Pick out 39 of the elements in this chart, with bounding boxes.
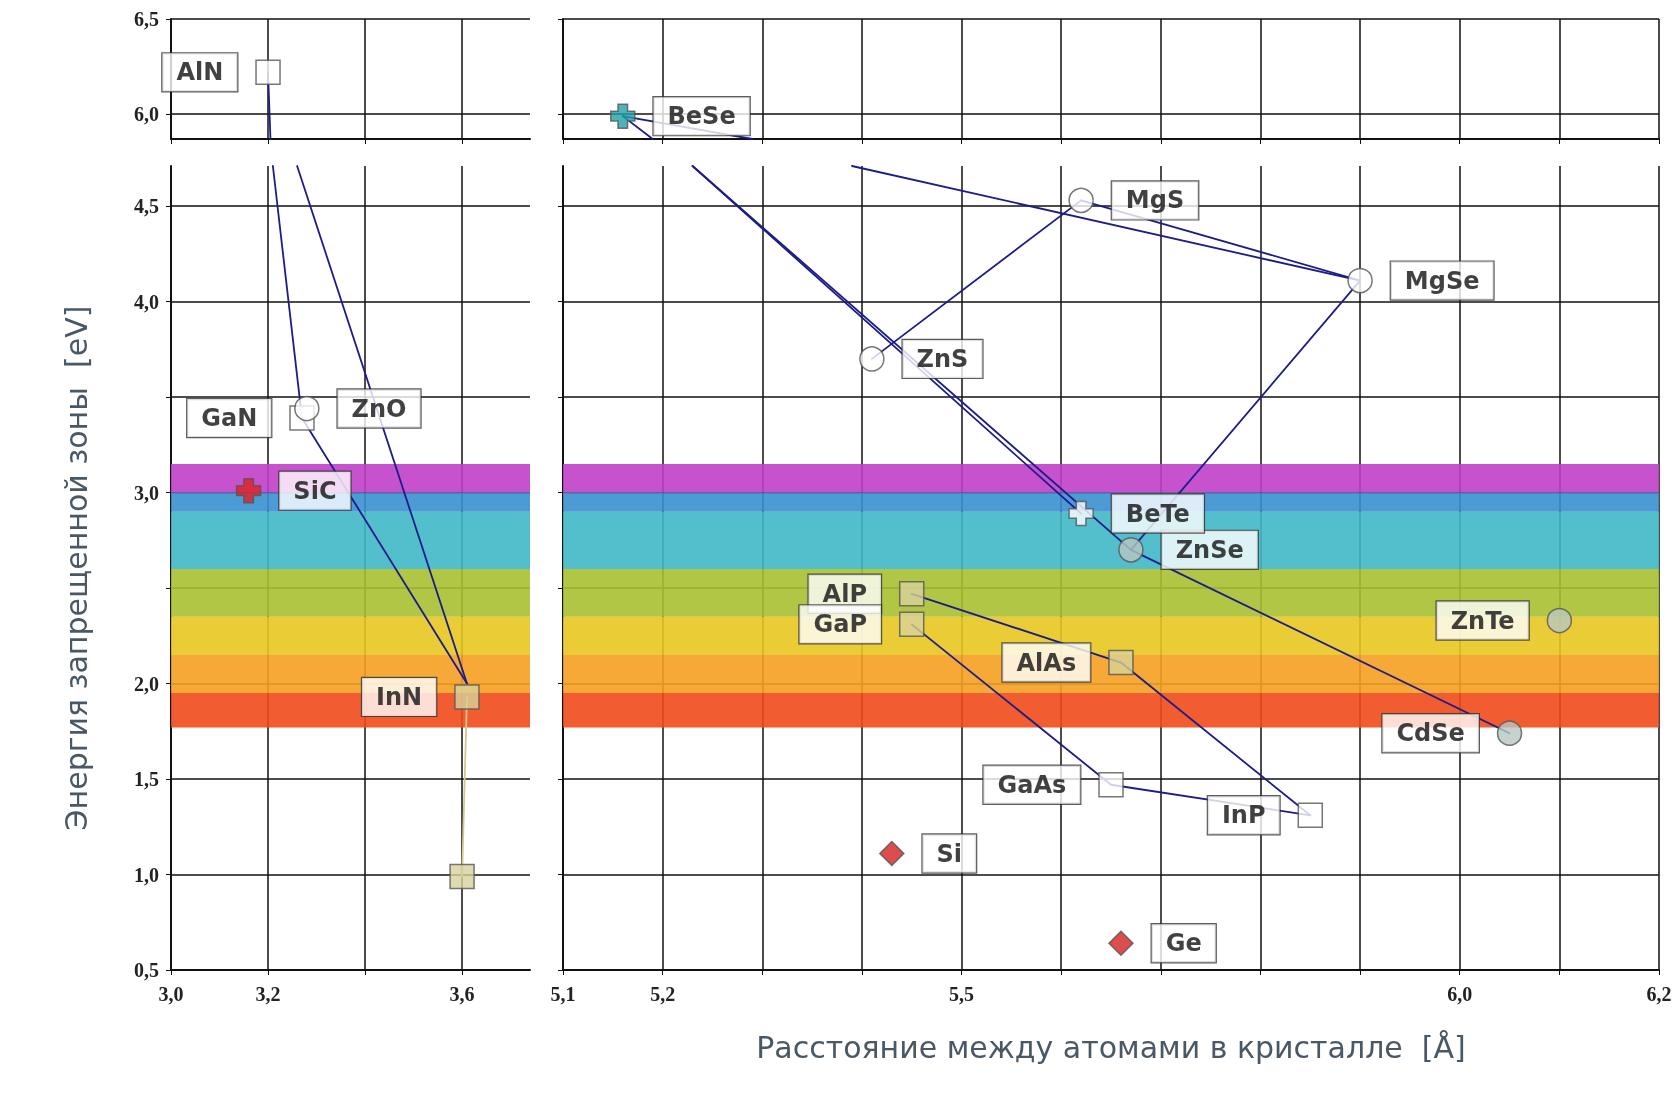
y-tick-label: 1,0 bbox=[134, 863, 159, 886]
y-tick-label: 4,0 bbox=[134, 290, 159, 313]
y-axis-title: Энергия запрещенной зоны [eV] bbox=[58, 305, 94, 831]
data-label: GaP bbox=[813, 610, 867, 639]
data-label: Si bbox=[936, 839, 963, 868]
y-tick-label: 6,0 bbox=[134, 103, 159, 126]
x-tick-label: 3,0 bbox=[158, 983, 184, 1005]
x-tick-label: 6,0 bbox=[1447, 983, 1473, 1005]
data-label: AlP bbox=[822, 579, 867, 608]
data-label: GaAs bbox=[997, 770, 1067, 799]
x-tick-label: 3,2 bbox=[255, 983, 281, 1005]
x-tick-label: 6,2 bbox=[1646, 983, 1672, 1005]
data-label: ZnSe bbox=[1175, 535, 1244, 564]
y-tick-label: 2,0 bbox=[134, 672, 159, 695]
data-label: ZnS bbox=[916, 344, 969, 373]
x-tick-label: 5,5 bbox=[949, 983, 975, 1005]
data-label: InP bbox=[1221, 801, 1266, 830]
x-tick-label: 5,1 bbox=[550, 983, 576, 1005]
y-tick-label: 4,5 bbox=[134, 195, 159, 218]
data-label: ZnO bbox=[351, 394, 407, 423]
x-axis-title: Расстояние между атомами в кристалле [Å] bbox=[756, 1029, 1466, 1065]
data-label: CdSe bbox=[1396, 719, 1465, 748]
y-tick-label: 0,5 bbox=[134, 959, 159, 981]
y-tick-label: 3,0 bbox=[134, 481, 159, 504]
y-tick-label: 6,5 bbox=[134, 8, 159, 30]
data-label: BeTe bbox=[1125, 499, 1190, 528]
x-tick-label: 5,2 bbox=[650, 983, 676, 1005]
data-label: InN bbox=[376, 682, 423, 711]
data-label: BeSe bbox=[667, 102, 736, 131]
data-label: ZnTe bbox=[1450, 606, 1515, 635]
y-tick-label: 1,5 bbox=[134, 768, 159, 791]
data-label: AlN bbox=[176, 58, 224, 87]
data-label: GaN bbox=[201, 404, 258, 433]
data-label: MgS bbox=[1125, 186, 1185, 215]
data-label: AlAs bbox=[1016, 648, 1077, 677]
data-label: MgSe bbox=[1404, 266, 1480, 295]
x-tick-label: 3,6 bbox=[449, 983, 475, 1005]
data-label: Ge bbox=[1165, 929, 1202, 958]
data-label: SiC bbox=[293, 476, 337, 505]
